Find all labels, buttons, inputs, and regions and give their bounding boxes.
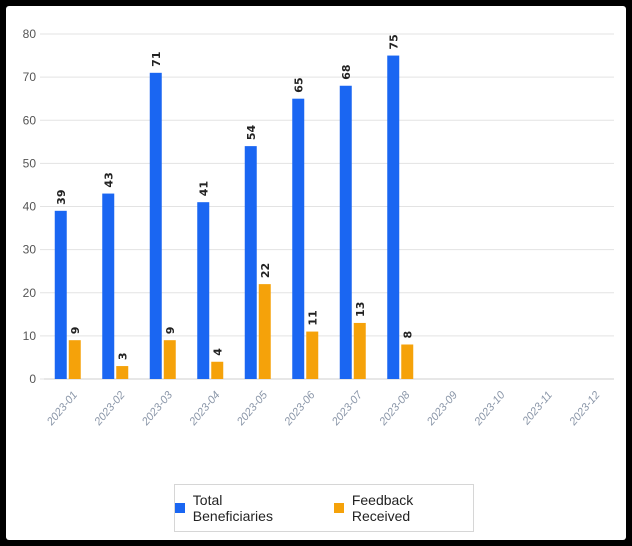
bar-value-label: 43 — [102, 172, 115, 187]
bar-value-label: 9 — [164, 327, 177, 335]
y-tick-label: 0 — [29, 372, 36, 386]
bar-total-beneficiaries[interactable] — [244, 146, 257, 379]
bar-value-label: 11 — [306, 310, 319, 325]
x-tick-label: 2023-06 — [282, 389, 318, 429]
bar-feedback-received[interactable] — [211, 361, 224, 379]
bar-feedback-received[interactable] — [353, 322, 366, 379]
x-tick-label: 2023-07 — [329, 389, 365, 429]
bar-feedback-received[interactable] — [163, 340, 176, 379]
bar-total-beneficiaries[interactable] — [149, 72, 162, 379]
bar-value-label: 4 — [211, 348, 224, 356]
x-tick-label: 2023-09 — [424, 389, 460, 428]
legend-label: Total Beneficiaries — [192, 492, 273, 524]
x-tick-label: 2023-11 — [520, 389, 555, 428]
bar-feedback-received[interactable] — [68, 340, 81, 379]
y-tick-label: 10 — [23, 329, 37, 343]
chart-frame: 0 10 20 30 40 50 60 70 80 39 43 71 41 54 65 68 75 9 3 9 4 22… — [6, 6, 626, 540]
bars — [54, 55, 414, 380]
bar-value-label: 3 — [116, 352, 129, 360]
bar-value-label: 39 — [55, 190, 68, 205]
bar-total-beneficiaries[interactable] — [54, 210, 67, 379]
y-tick-label: 20 — [23, 286, 37, 300]
bar-value-label: 41 — [197, 181, 210, 196]
x-tick-label: 2023-05 — [234, 389, 270, 429]
bar-value-label: 68 — [340, 64, 353, 79]
x-tick-label: 2023-10 — [472, 389, 508, 429]
bar-value-label: 54 — [245, 124, 258, 140]
legend-label: Feedback Received — [351, 492, 414, 524]
bar-value-label: 22 — [259, 263, 272, 278]
bar-feedback-received[interactable] — [401, 344, 414, 380]
x-tick-label: 2023-08 — [377, 389, 413, 429]
bar-feedback-received[interactable] — [306, 331, 319, 379]
grid-lines — [40, 33, 614, 380]
legend-swatch — [334, 503, 344, 513]
legend-item-feedback-received[interactable]: Feedback Received — [334, 492, 473, 524]
y-tick-label: 60 — [23, 113, 37, 127]
y-tick-label: 70 — [23, 70, 37, 84]
bar-feedback-received[interactable] — [258, 284, 271, 379]
x-tick-label: 2023-04 — [187, 389, 223, 428]
x-tick-label: 2023-02 — [92, 389, 128, 428]
x-tick-label: 2023-01 — [44, 389, 80, 428]
x-axis: 2023-01 2023-02 2023-03 2023-04 2023-05 2023-… — [44, 389, 602, 429]
bar-value-label: 71 — [150, 52, 163, 67]
bar-value-label: 9 — [69, 327, 82, 335]
legend-item-total-beneficiaries[interactable]: Total Beneficiaries — [175, 492, 304, 524]
x-tick-label: 2023-03 — [139, 389, 175, 429]
bar-value-label: 13 — [354, 302, 367, 317]
bar-feedback-received[interactable] — [116, 366, 129, 379]
legend: Total Beneficiaries Feedback Received — [174, 484, 474, 532]
bar-value-label: 65 — [292, 77, 305, 92]
bar-value-label: 8 — [401, 331, 414, 339]
y-axis: 0 10 20 30 40 50 60 70 80 — [23, 27, 614, 386]
legend-swatch — [175, 503, 185, 513]
bar-total-beneficiaries[interactable] — [292, 98, 305, 379]
y-tick-label: 80 — [23, 27, 37, 41]
bar-value-label: 75 — [387, 34, 400, 49]
bar-total-beneficiaries[interactable] — [387, 55, 400, 379]
bar-total-beneficiaries[interactable] — [197, 202, 210, 379]
y-tick-label: 50 — [23, 156, 37, 170]
x-tick-label: 2023-12 — [567, 389, 603, 428]
bar-total-beneficiaries[interactable] — [102, 193, 115, 379]
bar-total-beneficiaries[interactable] — [339, 85, 352, 379]
y-tick-label: 30 — [23, 243, 37, 257]
y-tick-label: 40 — [23, 200, 37, 214]
